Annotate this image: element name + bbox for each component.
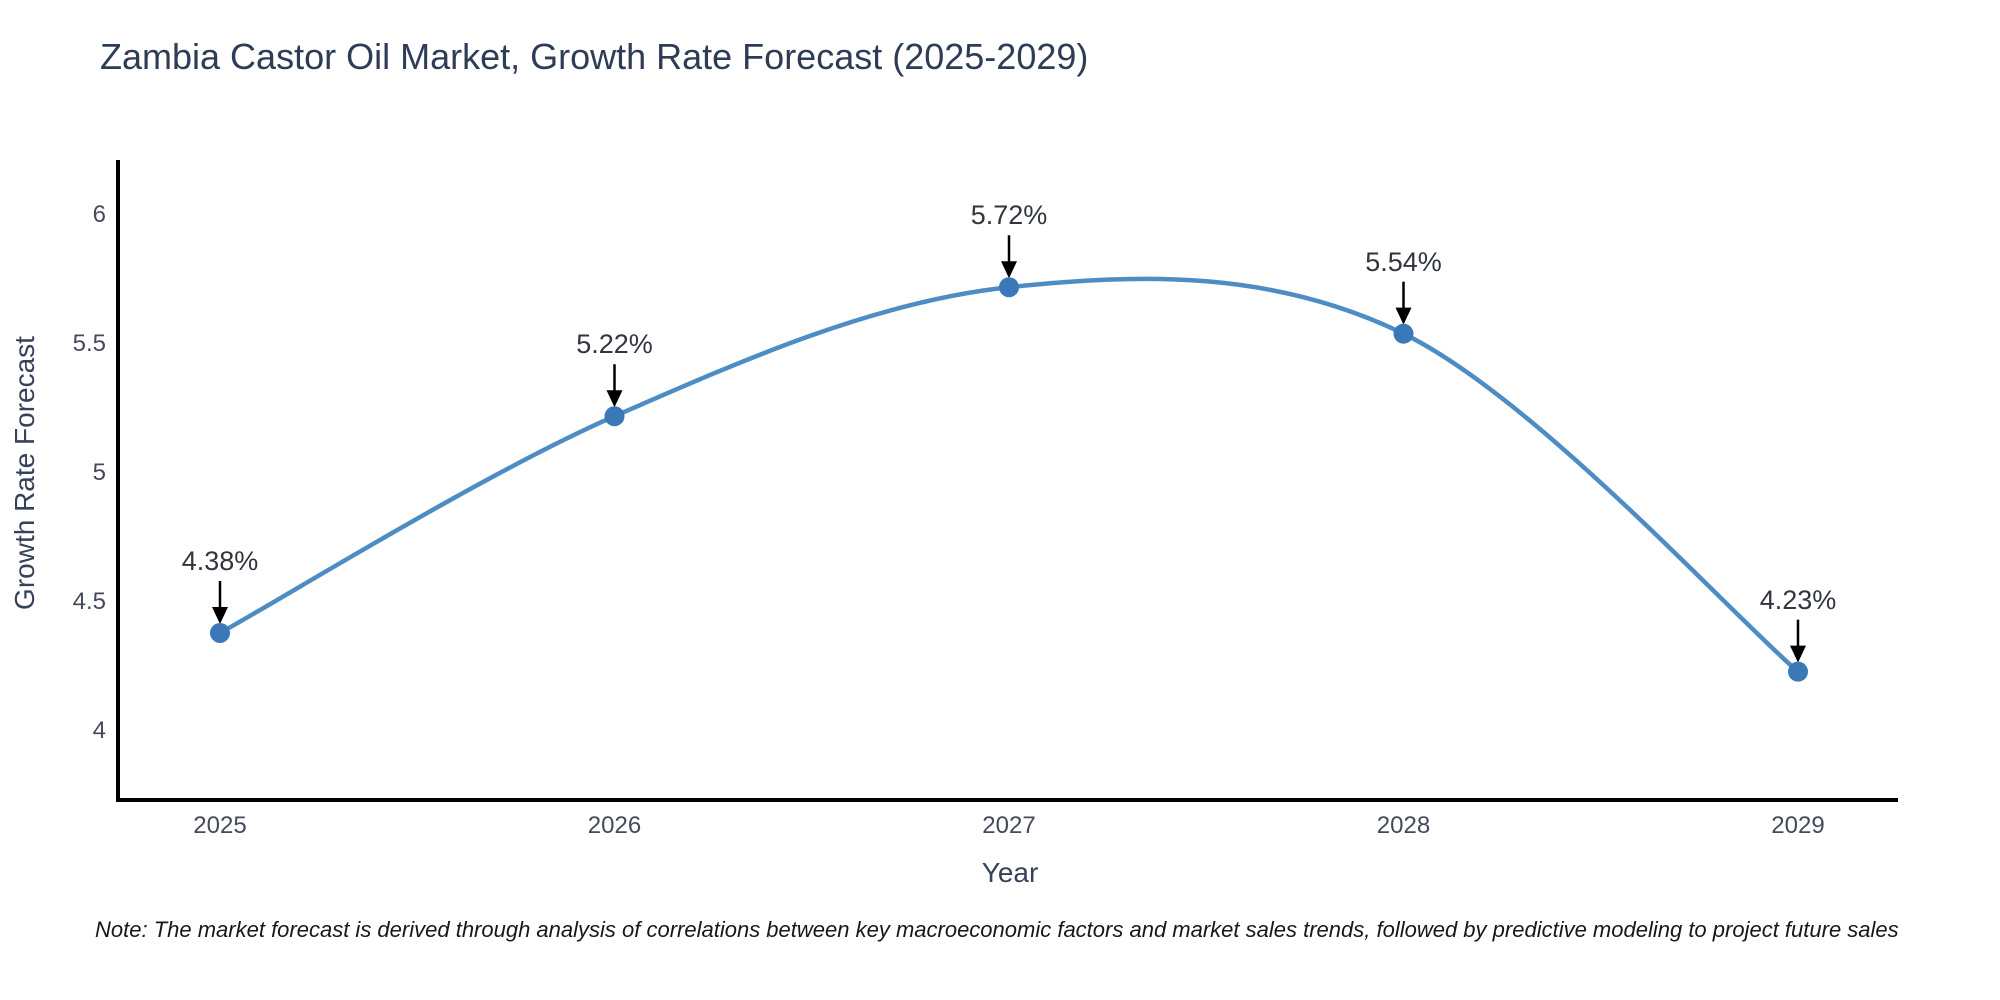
annotation-arrowhead-2028 xyxy=(1395,307,1412,325)
data-point-2029[interactable] xyxy=(1788,661,1808,682)
annotation-arrowhead-2029 xyxy=(1790,645,1806,663)
point-label-2029: 4.23% xyxy=(1759,584,1837,615)
data-point-2025[interactable] xyxy=(210,622,230,643)
x-tick-2027: 2027 xyxy=(982,812,1036,839)
y-tick-6: 6 xyxy=(92,201,106,228)
x-tick-2026: 2026 xyxy=(587,812,642,839)
x-tick-2025: 2025 xyxy=(193,812,247,839)
chart-title: Zambia Castor Oil Market, Growth Rate Fo… xyxy=(100,36,1089,77)
point-label-2025: 4.38% xyxy=(181,545,259,576)
point-label-2027: 5.72% xyxy=(970,200,1048,231)
y-tick-5: 5 xyxy=(92,459,106,486)
y-tick-5.5: 5.5 xyxy=(72,330,106,357)
data-point-2027[interactable] xyxy=(999,277,1019,298)
trend-line xyxy=(218,276,1800,674)
y-tick-4: 4 xyxy=(92,717,106,744)
footnote: Note: The market forecast is derived thr… xyxy=(95,917,1899,942)
annotation-arrowhead-2026 xyxy=(606,390,623,408)
point-label-2028: 5.54% xyxy=(1365,246,1442,277)
y-tick-4.5: 4.5 xyxy=(72,588,106,615)
annotation-arrowhead-2025 xyxy=(212,606,228,624)
y-axis-title: Growth Rate Forecast xyxy=(9,336,40,610)
point-label-2026: 5.22% xyxy=(576,329,653,360)
x-tick-2028: 2028 xyxy=(1376,812,1431,839)
x-tick-2029: 2029 xyxy=(1771,812,1825,839)
x-axis-title: Year xyxy=(981,857,1039,888)
data-point-2026[interactable] xyxy=(604,406,625,427)
annotation-arrowhead-2027 xyxy=(1001,261,1017,279)
data-point-2028[interactable] xyxy=(1393,323,1414,344)
